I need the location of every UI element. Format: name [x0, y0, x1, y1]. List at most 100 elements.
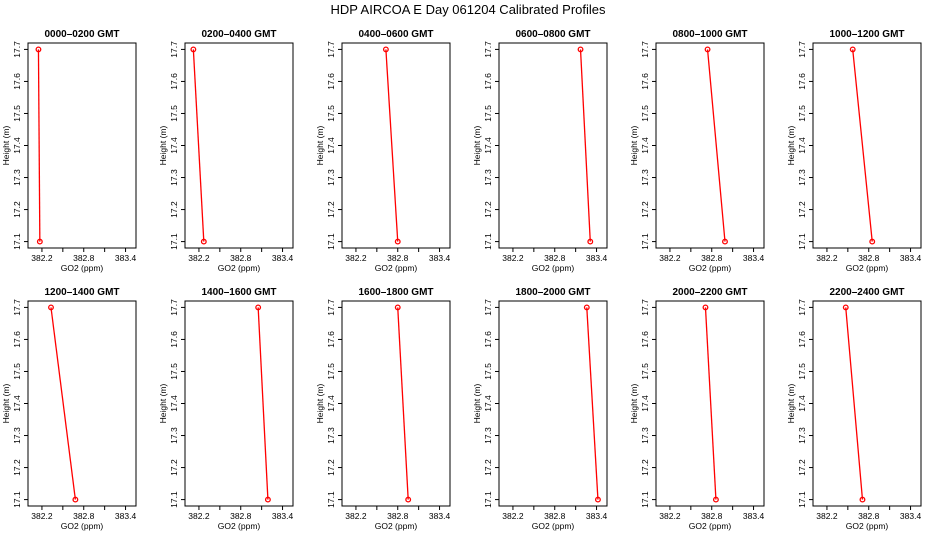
plot-frame [498, 42, 608, 249]
plot-frame [812, 42, 922, 249]
data-point [48, 304, 54, 311]
y-tick-label: 17.2 [483, 201, 493, 218]
y-tick-label: 17.6 [483, 73, 493, 90]
data-point [394, 238, 401, 245]
x-tick-label: 383.4 [115, 253, 137, 263]
panel-9: 1600–1800 GMT 382.2 382.8 383.4 17.1 17.2 17.3… [315, 287, 451, 531]
y-tick-label: 17.6 [12, 331, 22, 348]
profile-line [706, 49, 726, 242]
panel-5: 0800–1000 GMT 382.2 382.8 383.4 17.1 17.2 17.3… [629, 29, 765, 273]
y-tick-label: 17.3 [12, 427, 22, 444]
panel-6: 1000–1200 GMT 382.2 382.8 383.4 17.1 17.2 17.3… [786, 29, 922, 273]
x-tick-label: 382.2 [502, 253, 524, 263]
y-tick-label: 17.3 [326, 427, 336, 444]
y-tick-label: 17.6 [483, 331, 493, 348]
y-tick-label: 17.3 [797, 427, 807, 444]
x-tick-label: 382.8 [544, 511, 566, 521]
y-tick-label: 17.7 [12, 41, 22, 58]
y-tick-label: 17.5 [169, 105, 179, 122]
y-tick-label: 17.3 [483, 169, 493, 186]
y-axis-label: Height (m) [472, 384, 482, 424]
panel-title: 1800–2000 GMT [515, 287, 590, 298]
x-tick-label: 382.8 [230, 253, 252, 263]
y-axis-label: Height (m) [786, 384, 796, 424]
y-tick-label: 17.3 [169, 169, 179, 186]
data-point [72, 496, 79, 503]
y-tick-label: 17.5 [640, 105, 650, 122]
y-tick-label: 17.5 [483, 363, 493, 380]
y-axis-label: Height (m) [1, 126, 11, 166]
y-tick-label: 17.7 [797, 41, 807, 58]
y-tick-label: 17.7 [797, 299, 807, 316]
data-point [200, 238, 207, 245]
y-tick-label: 17.1 [12, 233, 22, 250]
x-tick-label: 383.4 [272, 511, 294, 521]
y-tick-label: 17.7 [169, 41, 179, 58]
y-tick-label: 17.2 [12, 201, 22, 218]
y-tick-label: 17.1 [483, 491, 493, 508]
y-tick-label: 17.2 [640, 459, 650, 476]
x-tick-label: 382.8 [858, 253, 880, 263]
plot-frame [184, 300, 294, 507]
x-axis-label: GO2 (ppm) [375, 521, 418, 531]
panel-4: 0600–0800 GMT 382.2 382.8 383.4 17.1 17.2 17.3… [472, 29, 608, 273]
y-axis-label: Height (m) [1, 384, 11, 424]
y-tick-label: 17.1 [640, 491, 650, 508]
data-point [859, 496, 866, 503]
y-tick-label: 17.5 [169, 363, 179, 380]
y-axis-label: Height (m) [158, 126, 168, 166]
data-point [264, 496, 271, 503]
x-tick-label: 383.4 [586, 511, 608, 521]
y-tick-label: 17.2 [640, 201, 650, 218]
panel-11: 2000–2200 GMT 382.2 382.8 383.4 17.1 17.2 17.3… [629, 287, 765, 531]
y-tick-label: 17.5 [12, 105, 22, 122]
y-tick-label: 17.3 [12, 169, 22, 186]
x-tick-label: 382.8 [701, 253, 723, 263]
y-tick-label: 17.7 [12, 299, 22, 316]
y-tick-label: 17.7 [326, 299, 336, 316]
x-axis-label: GO2 (ppm) [532, 521, 575, 531]
x-tick-label: 382.8 [387, 511, 409, 521]
x-tick-label: 382.8 [701, 511, 723, 521]
y-tick-label: 17.4 [797, 137, 807, 154]
data-point [255, 304, 262, 311]
y-axis-label: Height (m) [315, 126, 325, 166]
y-axis-label: Height (m) [315, 384, 325, 424]
x-axis-label: GO2 (ppm) [218, 263, 261, 273]
y-tick-label: 17.1 [326, 491, 336, 508]
y-tick-label: 17.6 [326, 73, 336, 90]
y-tick-label: 17.6 [12, 73, 22, 90]
y-tick-label: 17.7 [169, 299, 179, 316]
panel-title: 1200–1400 GMT [44, 287, 119, 298]
y-axis-label: Height (m) [472, 126, 482, 166]
profile-line [852, 49, 873, 242]
plot-frame [184, 42, 294, 249]
panel-2: 0200–0400 GMT 382.2 382.8 383.4 17.1 17.2 17.3… [158, 29, 294, 273]
x-tick-label: 383.4 [429, 511, 451, 521]
x-tick-label: 382.2 [502, 511, 524, 521]
panel-title: 0000–0200 GMT [44, 29, 119, 40]
x-axis-label: GO2 (ppm) [61, 521, 104, 531]
x-axis-label: GO2 (ppm) [846, 521, 889, 531]
x-tick-label: 383.4 [429, 253, 451, 263]
plot-frame [27, 300, 137, 507]
x-tick-label: 383.4 [900, 253, 922, 263]
profile-line [192, 49, 205, 242]
x-tick-label: 383.4 [586, 253, 608, 263]
x-tick-label: 382.8 [387, 253, 409, 263]
y-axis-label: Height (m) [786, 126, 796, 166]
y-tick-label: 17.5 [640, 363, 650, 380]
data-point [849, 46, 856, 53]
x-tick-label: 382.2 [31, 253, 53, 263]
y-tick-label: 17.6 [640, 331, 650, 348]
panel-title: 1400–1600 GMT [201, 287, 276, 298]
y-tick-label: 17.7 [640, 41, 650, 58]
x-axis-label: GO2 (ppm) [689, 521, 732, 531]
y-tick-label: 17.2 [169, 459, 179, 476]
y-tick-label: 17.1 [169, 233, 179, 250]
panel-title: 2000–2200 GMT [672, 287, 747, 298]
profile-line [385, 49, 399, 242]
x-tick-label: 382.2 [188, 511, 210, 521]
plot-frame [498, 300, 608, 507]
